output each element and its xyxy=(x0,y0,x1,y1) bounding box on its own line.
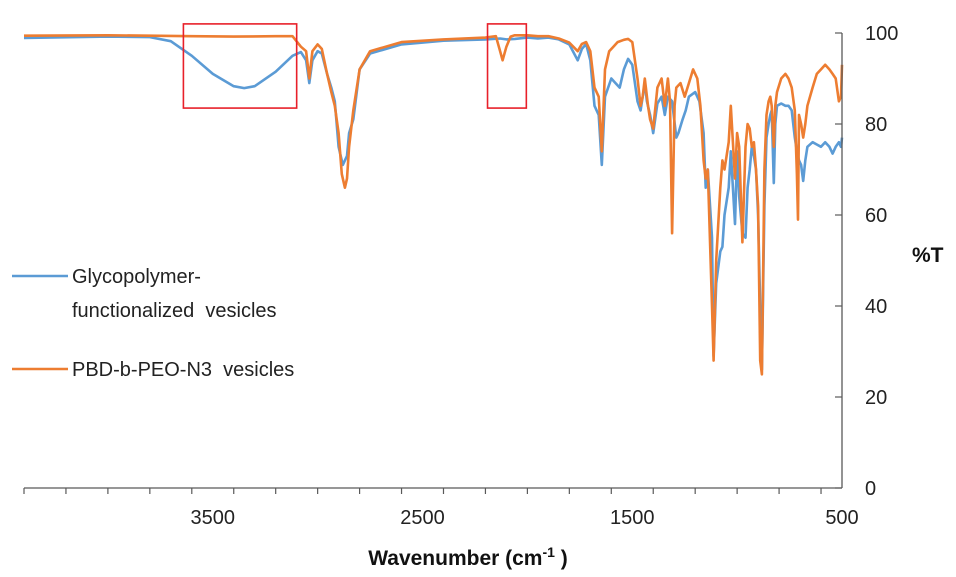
x-axis-title-main: Wavenumber (cm xyxy=(368,547,542,570)
x-tick-label: 3500 xyxy=(191,507,236,529)
highlight-box-1 xyxy=(182,23,298,109)
x-axis-title-end: ) xyxy=(555,547,568,570)
y-tick-label: 80 xyxy=(865,114,887,136)
y-tick-label: 20 xyxy=(865,387,887,409)
x-tick-label: 500 xyxy=(825,507,858,529)
series-line-2 xyxy=(23,34,844,376)
x-axis-title-sup: -1 xyxy=(542,544,555,560)
y-tick-label: 100 xyxy=(865,23,898,45)
y-tick-label: 40 xyxy=(865,296,887,318)
legend: Glycopolymer-functionalized vesicles PBD-… xyxy=(12,266,294,381)
legend-label-1: functionalized vesicles xyxy=(72,300,277,322)
x-tick-label: 1500 xyxy=(610,507,655,529)
y-tick-label: 60 xyxy=(865,205,887,227)
y-axis-title: %T xyxy=(912,244,944,267)
x-tick-label: 2500 xyxy=(400,507,445,529)
highlight-boxes xyxy=(182,23,528,109)
highlight-box-2 xyxy=(486,23,528,109)
legend-label-2: PBD-b-PEO-N3 vesicles xyxy=(72,359,294,381)
x-axis-title: Wavenumber (cm-1 ) xyxy=(368,544,568,570)
legend-label-1: Glycopolymer- xyxy=(72,266,201,288)
axes: 3500 2500 1500 500 0 20 40 60 80 100 xyxy=(23,23,898,529)
series-lines xyxy=(23,34,844,376)
y-tick-label: 0 xyxy=(865,478,876,500)
